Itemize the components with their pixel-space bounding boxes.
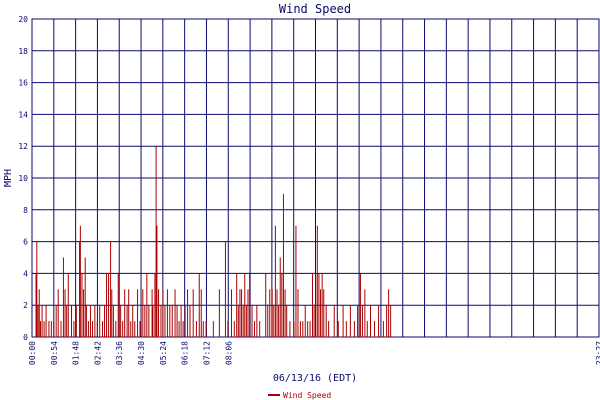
- y-tick-label: 16: [18, 79, 28, 88]
- x-tick-label: 06:18: [181, 341, 190, 365]
- x-tick-label: 03:36: [115, 341, 124, 365]
- legend: Wind Speed: [268, 391, 331, 400]
- x-axis-label: 06/13/16 (EDT): [273, 373, 357, 384]
- x-tick-label: 08:06: [224, 341, 233, 365]
- y-tick-label: 4: [23, 269, 28, 278]
- y-tick-label: 14: [18, 110, 28, 119]
- x-tick-label: 02:42: [93, 341, 102, 365]
- y-tick-label: 10: [18, 174, 28, 183]
- y-tick-labels: 0 2 4 6 8 10 12 14 16 18 20: [18, 15, 28, 342]
- chart-title: Wind Speed: [279, 2, 351, 16]
- y-tick-label: 8: [23, 206, 28, 215]
- y-tick-label: 18: [18, 47, 28, 56]
- x-tick-label: 23:27: [595, 341, 600, 365]
- y-tick-label: 2: [23, 301, 28, 310]
- y-tick-label: 12: [18, 142, 28, 151]
- x-tick-label: 01:48: [72, 341, 81, 365]
- x-tick-label: 07:12: [202, 341, 211, 365]
- grid: [31, 18, 600, 338]
- y-axis-label: MPH: [3, 169, 14, 187]
- x-tick-label: 04:30: [137, 341, 146, 365]
- x-tick-label: 05:24: [159, 341, 168, 365]
- y-tick-label: 20: [18, 15, 28, 24]
- series-wind-speed: [35, 146, 392, 337]
- x-tick-labels: 00:00 00:54 01:48 02:42 03:36 04:30 05:24 06:18…: [28, 341, 600, 365]
- legend-label: Wind Speed: [283, 391, 331, 400]
- x-tick-label: 00:54: [50, 341, 59, 365]
- y-tick-label: 6: [23, 238, 28, 247]
- y-tick-label: 0: [23, 333, 28, 342]
- x-tick-label: 00:00: [28, 341, 37, 365]
